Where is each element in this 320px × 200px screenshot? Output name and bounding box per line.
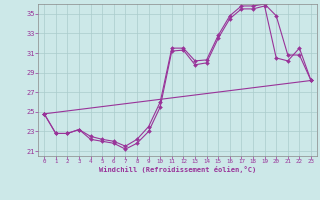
X-axis label: Windchill (Refroidissement éolien,°C): Windchill (Refroidissement éolien,°C) — [99, 166, 256, 173]
